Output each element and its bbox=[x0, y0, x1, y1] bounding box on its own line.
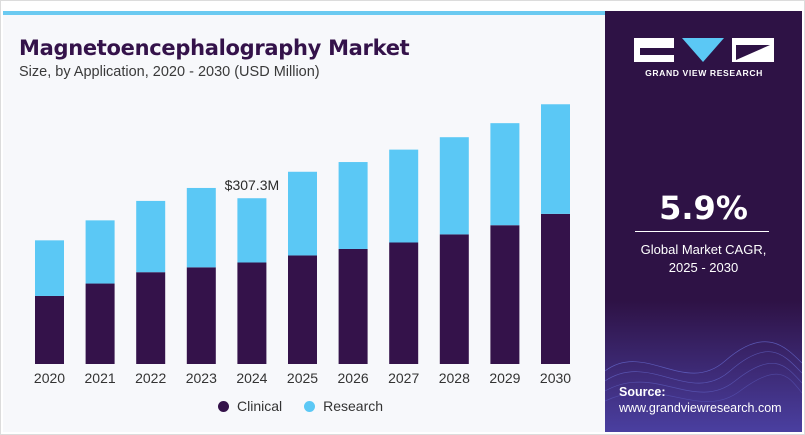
chart-subtitle: Size, by Application, 2020 - 2030 (USD M… bbox=[19, 64, 320, 80]
legend-swatch-research bbox=[304, 400, 316, 412]
bar-clinical-2026 bbox=[338, 248, 368, 364]
bar-research-2022 bbox=[136, 200, 166, 273]
bar-research-2021 bbox=[85, 220, 115, 284]
legend-label-research: Research bbox=[323, 398, 384, 414]
cagr-label-line2: 2025 - 2030 bbox=[668, 260, 739, 275]
x-tick-label-2025: 2025 bbox=[287, 370, 318, 386]
decorative-wave-graphic bbox=[605, 301, 802, 432]
divider bbox=[635, 231, 769, 232]
legend-item-clinical: Clinical bbox=[218, 398, 282, 414]
bar-research-2030 bbox=[541, 104, 570, 214]
bar-research-2028 bbox=[439, 137, 469, 235]
x-tick-label-2030: 2030 bbox=[540, 370, 571, 386]
x-tick-label-2020: 2020 bbox=[34, 370, 65, 386]
x-tick-label-2022: 2022 bbox=[135, 370, 166, 386]
bar-clinical-2030 bbox=[541, 213, 570, 364]
bar-clinical-2023 bbox=[186, 267, 216, 364]
bar-research-2027 bbox=[389, 149, 419, 243]
bar-clinical-2027 bbox=[389, 242, 419, 364]
legend-item-research: Research bbox=[304, 398, 383, 414]
x-tick-label-2021: 2021 bbox=[85, 370, 116, 386]
bar-clinical-2022 bbox=[136, 272, 166, 364]
legend-label-clinical: Clinical bbox=[237, 398, 283, 414]
bar-research-2024 bbox=[237, 198, 267, 263]
x-tick-label-2029: 2029 bbox=[489, 370, 520, 386]
x-tick-label-2024: 2024 bbox=[236, 370, 267, 386]
info-sidebar: GRAND VIEW RESEARCH 5.9% Global Market C… bbox=[605, 11, 802, 432]
bar-clinical-2020 bbox=[35, 295, 64, 364]
legend: Clinical Research bbox=[218, 398, 405, 414]
bar-clinical-2025 bbox=[288, 255, 317, 364]
bar-research-2026 bbox=[338, 162, 368, 249]
bar-research-2029 bbox=[490, 123, 520, 226]
brand-logo-mark bbox=[634, 38, 774, 62]
bar-clinical-2029 bbox=[490, 225, 520, 364]
bar-clinical-2021 bbox=[85, 283, 115, 364]
cagr-label-line1: Global Market CAGR, bbox=[640, 242, 767, 257]
brand-name: GRAND VIEW RESEARCH bbox=[645, 68, 763, 78]
chart-title: Magnetoencephalography Market bbox=[19, 36, 410, 60]
bar-clinical-2028 bbox=[439, 234, 469, 364]
bar-chart: 2020 2021 2022 2023 2024 $307.3M 2025 2026 2027 2… bbox=[34, 104, 571, 386]
legend-swatch-clinical bbox=[218, 400, 229, 412]
bar-research-2020 bbox=[35, 240, 64, 296]
cagr-value: 5.9% bbox=[659, 189, 748, 227]
x-tick-label-2027: 2027 bbox=[388, 370, 419, 386]
x-tick-label-2028: 2028 bbox=[439, 370, 470, 386]
bar-clinical-2024 bbox=[237, 262, 267, 364]
bar-research-2025 bbox=[288, 171, 317, 256]
data-label-2024: $307.3M bbox=[225, 177, 279, 193]
x-tick-label-2026: 2026 bbox=[338, 370, 369, 386]
cagr-label: Global Market CAGR, 2025 - 2030 bbox=[605, 241, 802, 277]
x-tick-label-2023: 2023 bbox=[186, 370, 217, 386]
brand-logo: GRAND VIEW RESEARCH bbox=[632, 36, 776, 78]
source-url[interactable]: www.grandviewresearch.com bbox=[619, 401, 782, 415]
bar-research-2023 bbox=[186, 187, 216, 268]
source-label: Source: bbox=[619, 385, 666, 399]
